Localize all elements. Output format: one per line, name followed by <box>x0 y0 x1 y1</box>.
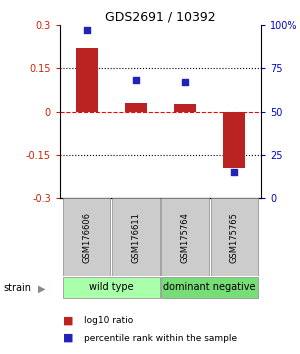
Point <box>134 78 138 83</box>
Point <box>85 27 89 33</box>
Point <box>183 79 188 85</box>
Text: dominant negative: dominant negative <box>163 282 256 292</box>
Text: GSM175764: GSM175764 <box>181 212 190 263</box>
Text: ▶: ▶ <box>38 283 45 293</box>
Title: GDS2691 / 10392: GDS2691 / 10392 <box>105 11 216 24</box>
Bar <box>112 198 160 276</box>
Bar <box>161 277 258 298</box>
Bar <box>223 112 245 168</box>
Text: GSM176606: GSM176606 <box>82 212 91 263</box>
Text: wild type: wild type <box>89 282 134 292</box>
Text: strain: strain <box>3 282 31 293</box>
Text: percentile rank within the sample: percentile rank within the sample <box>84 333 237 343</box>
Text: ■: ■ <box>63 315 74 325</box>
Text: log10 ratio: log10 ratio <box>84 316 133 325</box>
Text: GSM175765: GSM175765 <box>230 212 238 263</box>
Bar <box>63 198 110 276</box>
Bar <box>63 277 160 298</box>
Point <box>232 170 236 175</box>
Bar <box>76 48 98 112</box>
Bar <box>211 198 258 276</box>
Text: GSM176611: GSM176611 <box>131 212 140 263</box>
Bar <box>161 198 208 276</box>
Bar <box>125 103 147 112</box>
Text: ■: ■ <box>63 333 74 343</box>
Bar <box>174 104 196 112</box>
